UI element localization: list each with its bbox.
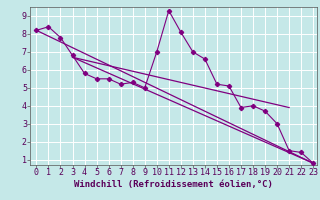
X-axis label: Windchill (Refroidissement éolien,°C): Windchill (Refroidissement éolien,°C) — [74, 180, 273, 189]
